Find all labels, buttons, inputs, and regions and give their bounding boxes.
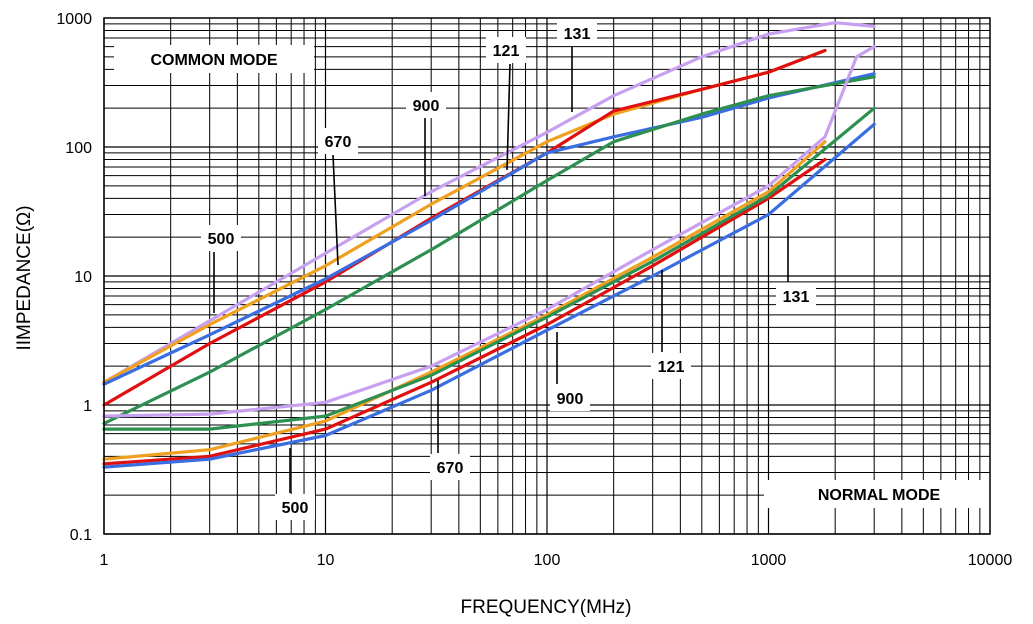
annotation-box — [550, 385, 590, 411]
y-tick-label: 1000 — [56, 11, 92, 28]
series-line-131-common — [102, 21, 876, 384]
series-label: 670 — [437, 460, 464, 477]
series-label: 900 — [413, 98, 440, 115]
y-tick-label: 1 — [83, 398, 92, 415]
annotation-box — [318, 128, 358, 154]
x-tick-label: 1 — [100, 552, 109, 569]
y-tick-label: 0.1 — [70, 527, 92, 544]
annotation-leader — [506, 63, 511, 171]
series-line-131-normal — [102, 44, 876, 418]
x-tick-label: 10 — [317, 552, 335, 569]
grid — [103, 18, 990, 535]
y-tick-label: 100 — [65, 140, 92, 157]
series-line-500-normal — [102, 106, 876, 431]
y-axis-label: IIMPEDANCE(Ω) — [14, 205, 35, 350]
annotation-box — [651, 353, 691, 379]
series-line-121-normal — [102, 140, 827, 461]
series-label: 670 — [325, 134, 352, 151]
series-line-670-common — [102, 72, 876, 386]
series-line-500-common — [102, 75, 876, 425]
annotations: COMMON MODE NORMAL MODE 131 121 900 670 500 131… — [114, 20, 994, 520]
x-tick-label: 100 — [534, 552, 561, 569]
series-label: 900 — [557, 391, 584, 408]
annotation-leader — [332, 154, 339, 266]
annotation-box — [201, 225, 241, 251]
series-line-670-normal — [102, 122, 876, 469]
series-label: 500 — [282, 500, 309, 517]
series-label: 500 — [208, 231, 235, 248]
annotation-box — [764, 480, 994, 508]
annotation-box — [275, 494, 315, 520]
x-tick-labels: 1 10 100 1000 10000 — [100, 552, 1013, 569]
series-lines — [102, 21, 876, 469]
annotation-box — [406, 92, 446, 118]
annotation-box — [430, 454, 470, 480]
annotation-box — [114, 45, 314, 73]
y-tick-labels: 0.1 1 10 100 1000 — [56, 11, 92, 544]
mode-label: NORMAL MODE — [818, 487, 941, 504]
series-label: 121 — [493, 43, 520, 60]
annotation-box — [486, 37, 526, 63]
series-label: 131 — [564, 26, 591, 43]
series-label: 121 — [658, 359, 685, 376]
plot-frame — [103, 17, 991, 535]
series-line-900-normal — [102, 157, 827, 466]
series-label: 131 — [783, 289, 810, 306]
annotation-box — [776, 283, 816, 309]
x-axis-label: FREQUENCY(MHz) — [461, 597, 632, 618]
x-tick-label: 1000 — [751, 552, 787, 569]
mode-label: COMMON MODE — [150, 52, 277, 69]
annotation-box — [557, 20, 597, 46]
x-tick-label: 10000 — [968, 552, 1013, 569]
y-tick-label: 10 — [74, 269, 92, 286]
